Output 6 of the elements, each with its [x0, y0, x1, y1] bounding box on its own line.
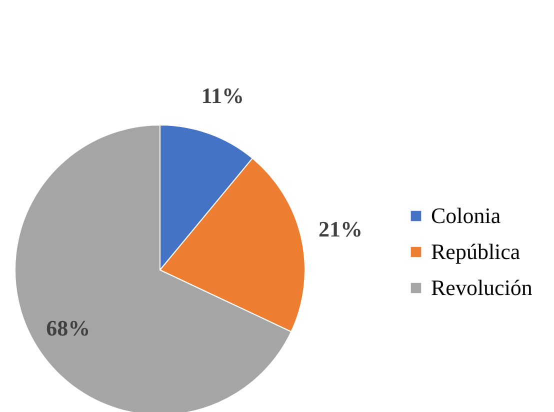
data-label: 68%	[46, 315, 90, 340]
legend-label: Colonia	[431, 203, 501, 228]
data-label: 21%	[318, 216, 363, 242]
legend-label: Revolución	[431, 275, 532, 300]
legend-label: República	[431, 239, 520, 264]
data-label: 11%	[201, 82, 244, 108]
